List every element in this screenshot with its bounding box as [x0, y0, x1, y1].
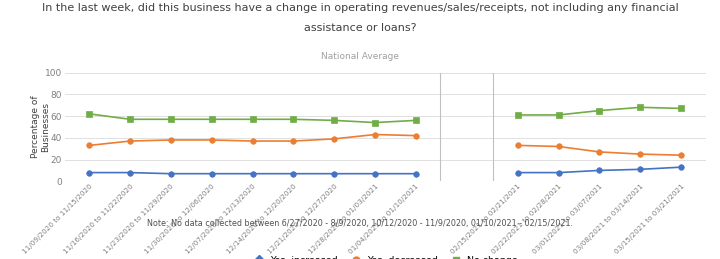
- Legend: Yes, increased, Yes, decreased, No change: Yes, increased, Yes, decreased, No chang…: [248, 253, 522, 259]
- Text: assistance or loans?: assistance or loans?: [304, 23, 416, 33]
- Text: National Average: National Average: [321, 52, 399, 61]
- Text: In the last week, did this business have a change in operating revenues/sales/re: In the last week, did this business have…: [42, 3, 678, 13]
- Text: Note: No data collected between 6/27/2020 - 8/9/2020, 10/12/2020 - 11/9/2020, 01: Note: No data collected between 6/27/202…: [147, 219, 573, 228]
- Y-axis label: Percentage of
Businesses: Percentage of Businesses: [31, 96, 50, 158]
